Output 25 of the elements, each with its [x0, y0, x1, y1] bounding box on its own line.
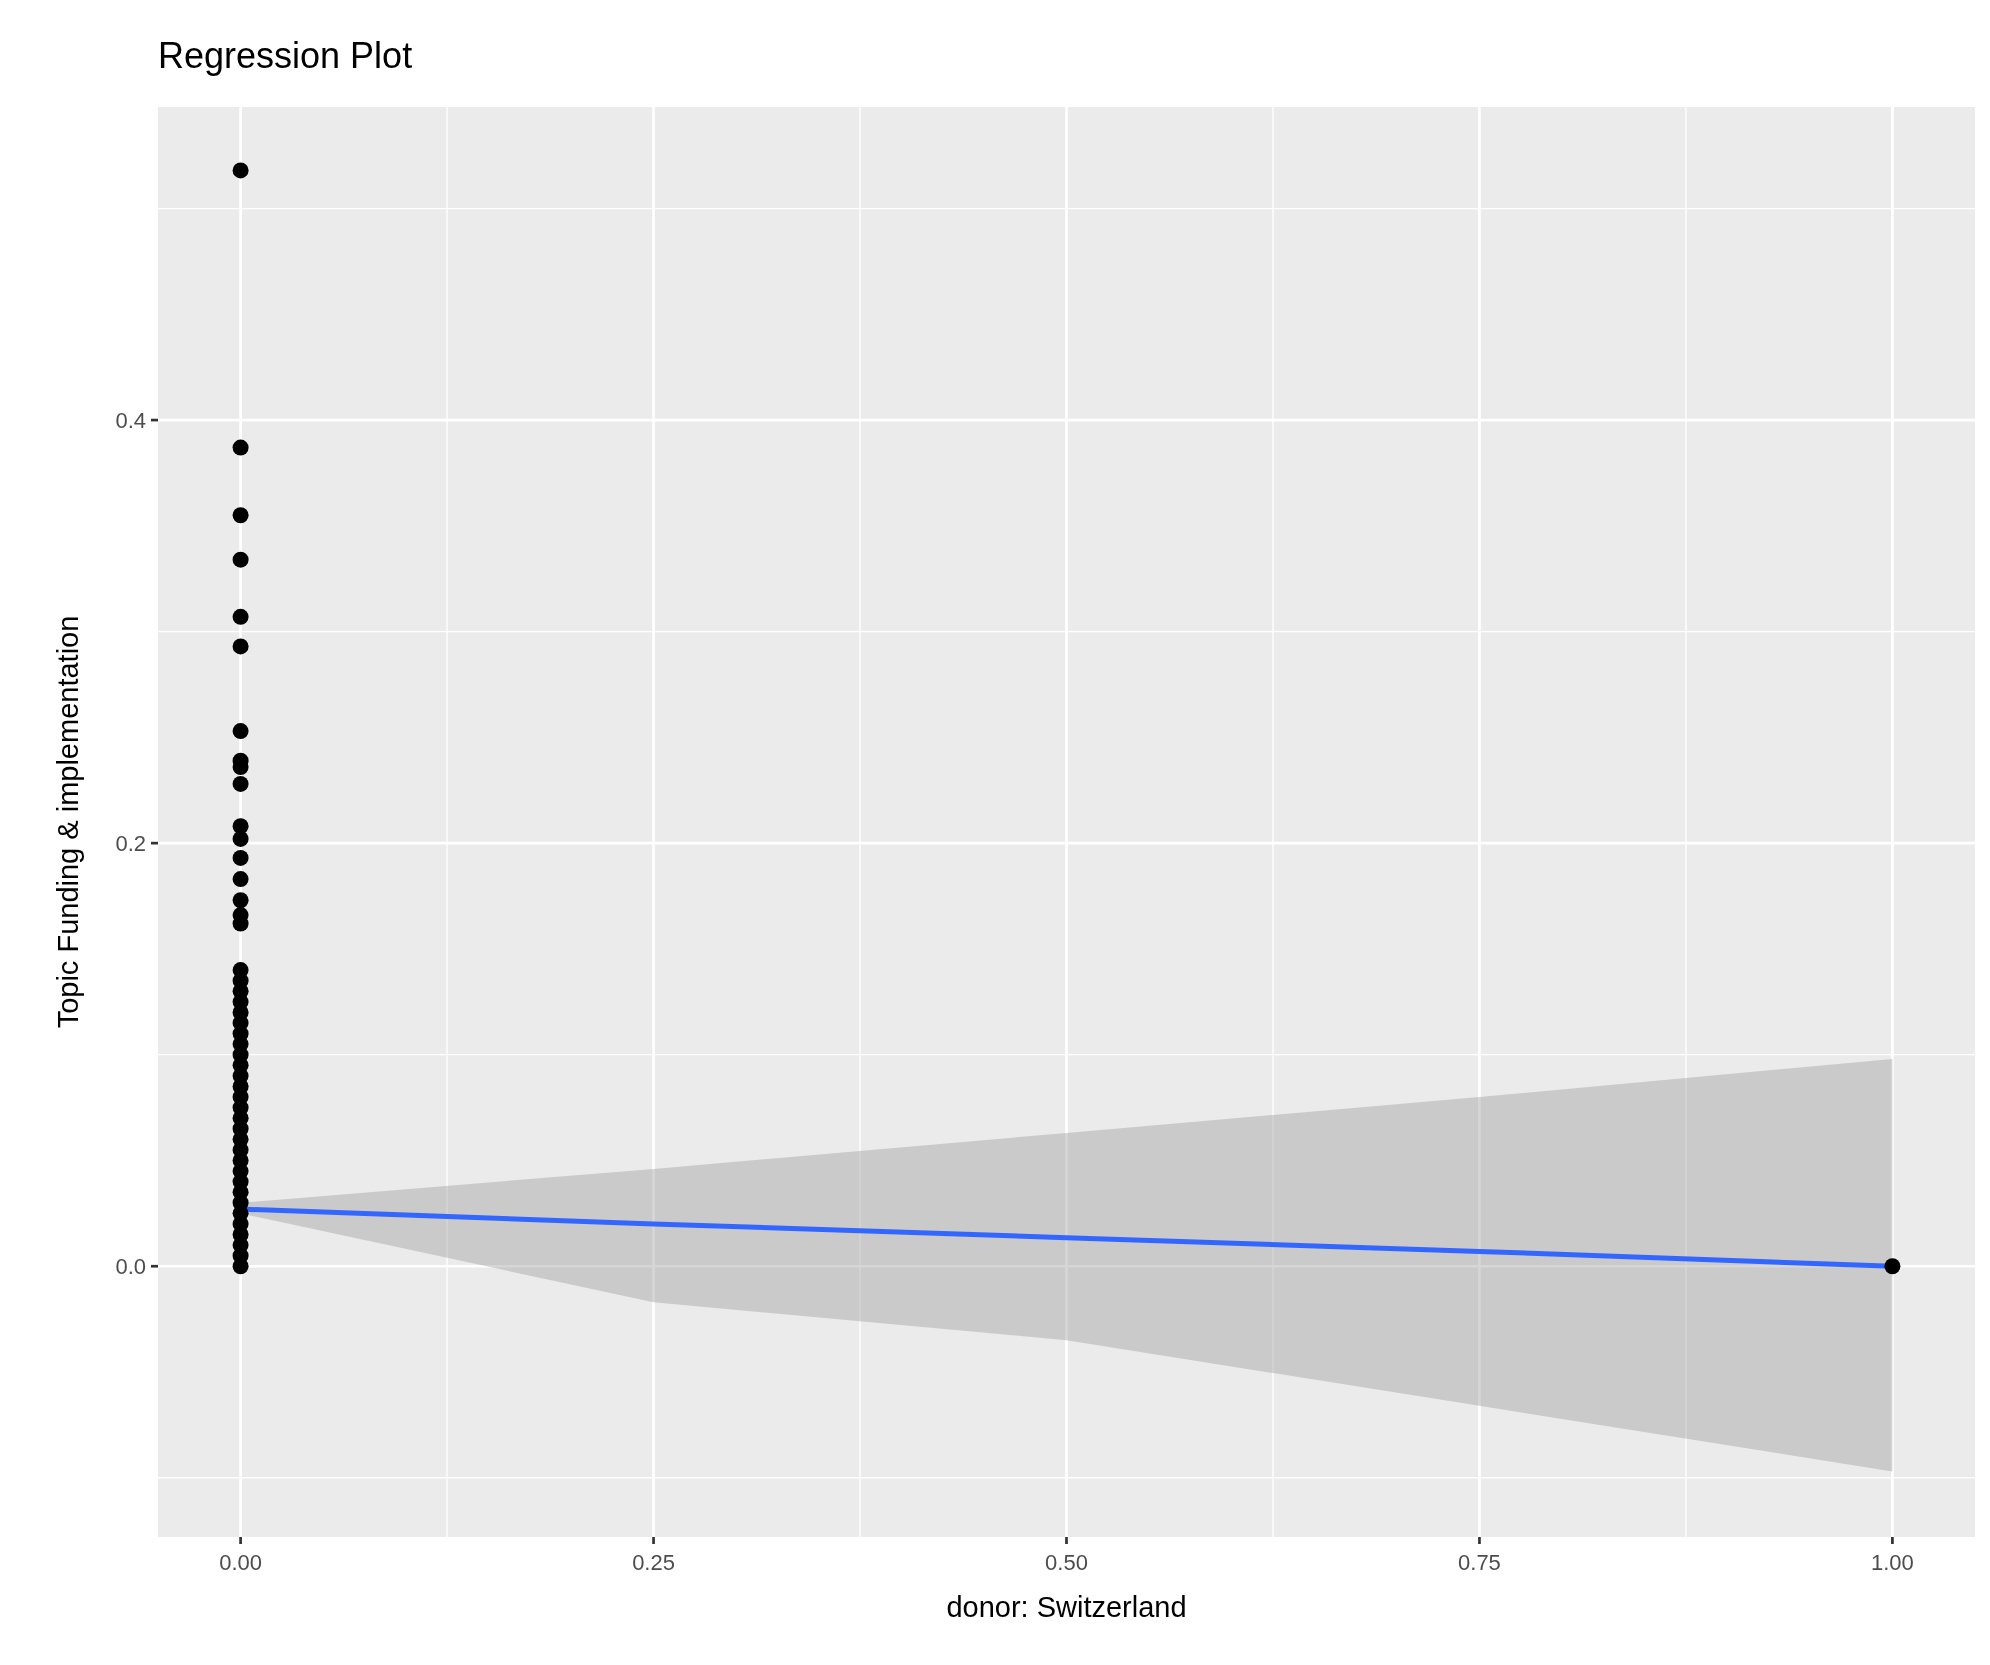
point — [232, 1258, 249, 1275]
x-tick-label: 0.25 — [632, 1550, 675, 1575]
y-tick-label: 0.0 — [115, 1253, 146, 1279]
point — [232, 775, 249, 792]
point — [232, 849, 249, 866]
x-tick-label: 0.50 — [1045, 1550, 1088, 1575]
point — [232, 162, 249, 179]
point — [232, 723, 249, 740]
x-tick-label: 0.75 — [1458, 1550, 1501, 1575]
point — [232, 507, 249, 524]
y-axis-title: Topic Funding & implementation — [52, 615, 84, 1029]
y-tick-label: 0.2 — [115, 830, 146, 856]
point — [232, 551, 249, 568]
point — [232, 638, 249, 655]
point — [232, 830, 249, 847]
point — [232, 892, 249, 909]
x-axis-title: donor: Switzerland — [946, 1591, 1187, 1623]
point — [232, 608, 249, 625]
x-tick-label: 0.00 — [219, 1550, 262, 1575]
y-tick-label: 0.4 — [115, 407, 146, 433]
point — [232, 871, 249, 888]
point — [1884, 1258, 1901, 1275]
x-tick-label: 1.00 — [1870, 1550, 1914, 1575]
chart-title: Regression Plot — [158, 35, 413, 76]
point — [232, 439, 249, 456]
